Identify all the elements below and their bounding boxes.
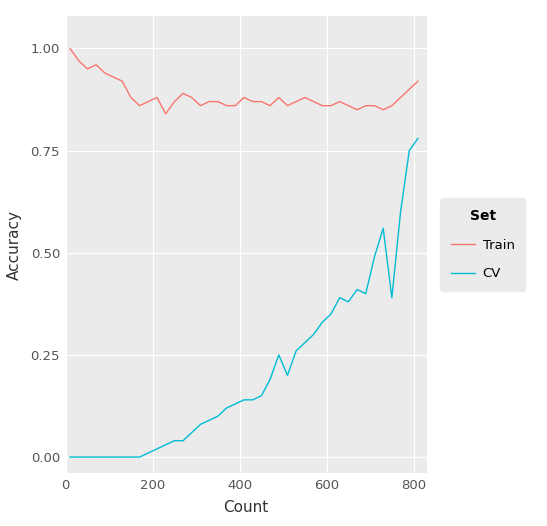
Y-axis label: Accuracy: Accuracy xyxy=(7,209,22,280)
CV xyxy=(206,417,212,423)
Train xyxy=(136,103,143,109)
CV xyxy=(249,397,256,403)
Train xyxy=(336,98,343,105)
Train xyxy=(267,103,274,109)
CV xyxy=(189,429,195,436)
Train xyxy=(371,103,378,109)
CV xyxy=(171,438,178,444)
CV xyxy=(197,421,204,428)
Train xyxy=(258,98,265,105)
Train xyxy=(214,98,221,105)
CV xyxy=(415,135,421,141)
CV xyxy=(363,290,369,297)
Train xyxy=(328,103,334,109)
CV xyxy=(276,352,282,358)
Train xyxy=(284,103,291,109)
CV xyxy=(397,209,404,215)
Train xyxy=(67,45,73,52)
Train xyxy=(319,103,325,109)
Train xyxy=(102,70,108,76)
CV xyxy=(345,299,352,305)
CV xyxy=(145,450,152,456)
X-axis label: Count: Count xyxy=(224,500,269,515)
Train xyxy=(249,98,256,105)
Train xyxy=(180,90,187,97)
CV xyxy=(328,311,334,317)
CV xyxy=(102,454,108,460)
Train xyxy=(162,110,169,117)
Train xyxy=(154,94,160,100)
Line: Train: Train xyxy=(70,48,418,114)
CV xyxy=(267,376,274,382)
CV xyxy=(162,442,169,448)
Train xyxy=(354,107,360,113)
CV xyxy=(154,446,160,452)
Train xyxy=(380,107,386,113)
Train xyxy=(171,98,178,105)
CV xyxy=(232,401,238,407)
CV xyxy=(119,454,125,460)
CV xyxy=(214,413,221,419)
CV xyxy=(284,372,291,379)
Train xyxy=(145,98,152,105)
Legend: Train, CV: Train, CV xyxy=(440,198,525,291)
Train xyxy=(223,103,230,109)
CV xyxy=(241,397,247,403)
Train xyxy=(363,103,369,109)
CV xyxy=(371,254,378,260)
Train xyxy=(388,103,395,109)
Train xyxy=(127,94,134,100)
Train xyxy=(197,103,204,109)
CV xyxy=(310,331,317,338)
CV xyxy=(93,454,100,460)
Train xyxy=(310,98,317,105)
Train xyxy=(110,74,117,80)
CV xyxy=(136,454,143,460)
CV xyxy=(354,286,360,292)
CV xyxy=(84,454,91,460)
Line: CV: CV xyxy=(70,138,418,457)
CV xyxy=(406,147,412,154)
Train xyxy=(406,86,412,93)
CV xyxy=(180,438,187,444)
CV xyxy=(258,392,265,399)
Train xyxy=(397,94,404,100)
CV xyxy=(301,339,308,346)
CV xyxy=(127,454,134,460)
CV xyxy=(223,405,230,411)
Train xyxy=(293,98,299,105)
Train xyxy=(119,78,125,84)
Train xyxy=(345,103,352,109)
Train xyxy=(206,98,212,105)
Train xyxy=(276,94,282,100)
CV xyxy=(67,454,73,460)
CV xyxy=(336,295,343,301)
Train xyxy=(301,94,308,100)
Train xyxy=(241,94,247,100)
CV xyxy=(110,454,117,460)
Train xyxy=(232,103,238,109)
CV xyxy=(319,319,325,326)
CV xyxy=(388,295,395,301)
CV xyxy=(293,348,299,354)
CV xyxy=(380,225,386,231)
Train xyxy=(189,94,195,100)
Train xyxy=(415,78,421,84)
Train xyxy=(93,62,100,68)
CV xyxy=(75,454,82,460)
Train xyxy=(75,57,82,64)
Train xyxy=(84,66,91,72)
